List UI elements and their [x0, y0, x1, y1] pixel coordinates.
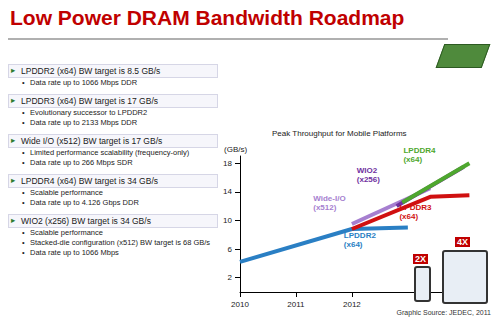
html-text:Low Power DRAM Bandwidth Roadm: Low Power DRAM Bandwidth Roadmap	[10, 6, 405, 29]
html-text:Data rate up to 1066 Mbps DDR: Data rate up to 1066 Mbps DDR	[30, 78, 138, 87]
html-text:LPDDR2 (x64) BW target is 8.5: LPDDR2 (x64) BW target is 8.5 GB/s	[21, 66, 161, 76]
svg-text:(x512): (x512)	[313, 203, 336, 212]
svg-text:LPDDR2: LPDDR2	[344, 231, 377, 240]
svg-text:(x64): (x64)	[344, 240, 363, 249]
html-text:Scalable performance: Scalable performance	[30, 228, 103, 237]
html-text:Limited performance scalabilit: Limited performance scalability (frequen…	[30, 148, 190, 157]
html-text:WIO2 (x256) BW target is 34 GB: WIO2 (x256) BW target is 34 GB/s	[21, 216, 151, 226]
svg-text:WIO2: WIO2	[357, 166, 378, 175]
svg-text:Peak Throughput for Mobile Pla: Peak Throughput for Mobile Platforms	[272, 129, 407, 138]
html-text:LPDDR4 (x64) BW target is 34 G: LPDDR4 (x64) BW target is 34 GB/s	[21, 176, 158, 186]
html-text:Wide I/O (x512) BW target is 1: Wide I/O (x512) BW target is 17 GB/s	[21, 136, 163, 146]
html-text:Data rate up to 4.126 Gbps DDR: Data rate up to 4.126 Gbps DDR	[30, 198, 139, 207]
html-text:2X: 2X	[415, 254, 426, 264]
svg-text:18: 18	[223, 159, 232, 168]
html-text:Data rate up to 2133 Mbps DDR: Data rate up to 2133 Mbps DDR	[30, 118, 138, 127]
html-text:Data rate up to 1066 Mbps: Data rate up to 1066 Mbps	[30, 248, 119, 257]
svg-text:(GB/s): (GB/s)	[224, 145, 247, 154]
svg-text:(x64): (x64)	[403, 155, 422, 164]
html-text:Data rate up to 266 Mbps SDR: Data rate up to 266 Mbps SDR	[30, 158, 133, 167]
html-text:4X: 4X	[457, 237, 468, 247]
svg-text:LPDDR4: LPDDR4	[403, 146, 436, 155]
html-text:Graphic Source: JEDEC, 2011: Graphic Source: JEDEC, 2011	[396, 309, 491, 316]
svg-text:(x256): (x256)	[357, 175, 380, 184]
svg-text:(x64): (x64)	[399, 212, 418, 221]
svg-text:2010: 2010	[231, 300, 249, 309]
svg-text:2: 2	[228, 273, 233, 282]
html-text:Evolutionary successor to LPDD: Evolutionary successor to LPDDR2	[30, 108, 148, 117]
svg-text:Wide-I/O: Wide-I/O	[313, 194, 345, 203]
svg-text:14: 14	[223, 187, 232, 196]
svg-text:2012: 2012	[343, 300, 361, 309]
svg-text:6: 6	[228, 245, 233, 254]
html-text:Scalable performance: Scalable performance	[30, 188, 103, 197]
svg-text:LPDDR3: LPDDR3	[399, 203, 432, 212]
svg-text:2011: 2011	[287, 300, 305, 309]
html-text:LPDDR3 (x64) BW target is 17 G: LPDDR3 (x64) BW target is 17 GB/s	[21, 96, 158, 106]
html-text:Stacked-die configuration (x51: Stacked-die configuration (x512) BW targ…	[30, 238, 211, 247]
svg-text:10: 10	[223, 216, 232, 225]
